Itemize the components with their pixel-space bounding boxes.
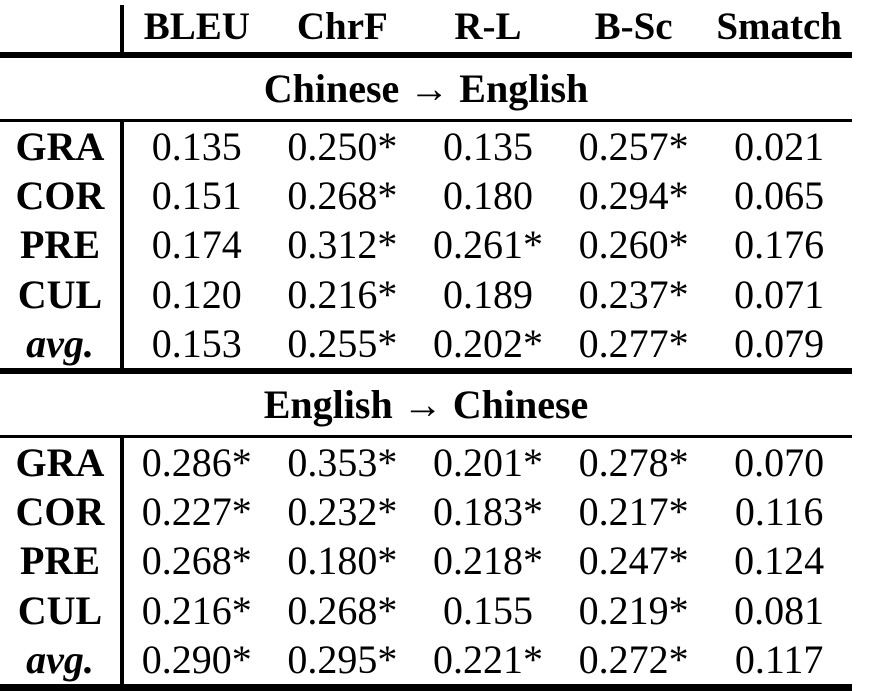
cell-rl: 0.218* xyxy=(432,538,543,584)
horizontal-rule-thick xyxy=(0,367,852,374)
horizontal-rule-thin xyxy=(0,434,852,438)
row-label: GRA xyxy=(0,437,124,488)
cell-bsc: 0.294* xyxy=(578,173,689,219)
cell-bsc: 0.272* xyxy=(578,636,689,682)
cell-bleu: 0.227* xyxy=(141,489,252,535)
cell-smatch: 0.070 xyxy=(734,440,825,486)
cell-smatch: 0.071 xyxy=(734,271,825,317)
cell-smatch: 0.079 xyxy=(734,320,825,366)
cell-rl: 0.261* xyxy=(432,222,543,268)
cell-bsc: 0.278* xyxy=(578,440,689,486)
cell-smatch: 0.117 xyxy=(734,636,824,682)
cell-bsc: 0.217* xyxy=(578,489,689,535)
cell-bleu: 0.135 xyxy=(151,124,242,170)
cell-smatch: 0.116 xyxy=(734,489,824,535)
cell-rl: 0.155 xyxy=(442,587,533,633)
table-row-cor: COR 0.227* 0.232* 0.183* 0.217* 0.116 xyxy=(0,487,852,537)
table-row-cul: CUL 0.120 0.216* 0.189 0.237* 0.071 xyxy=(0,269,852,319)
cell-chrf: 0.312* xyxy=(287,222,398,268)
cell-chrf: 0.232* xyxy=(287,489,398,535)
cell-bleu: 0.120 xyxy=(151,271,242,317)
table-row-cor: COR 0.151 0.268* 0.180 0.294* 0.065 xyxy=(0,171,852,221)
cell-rl: 0.135 xyxy=(442,124,533,170)
cell-smatch: 0.021 xyxy=(734,124,825,170)
table-row-pre: PRE 0.174 0.312* 0.261* 0.260* 0.176 xyxy=(0,220,852,270)
cell-bleu: 0.151 xyxy=(151,173,242,219)
table-row-avg: avg. 0.290* 0.295* 0.221* 0.272* 0.117 xyxy=(0,634,852,684)
cell-rl: 0.202* xyxy=(432,320,543,366)
cell-chrf: 0.353* xyxy=(287,440,398,486)
table-header-row: BLEU ChrF R-L B-Sc Smatch xyxy=(0,0,852,52)
cell-bsc: 0.247* xyxy=(578,538,689,584)
row-label: avg. xyxy=(0,318,124,368)
row-label: COR xyxy=(0,171,124,221)
column-header-bleu: BLEU xyxy=(143,4,250,48)
cell-rl: 0.183* xyxy=(432,489,543,535)
cell-bsc: 0.260* xyxy=(578,222,689,268)
cell-chrf: 0.216* xyxy=(287,271,398,317)
table-row-avg: avg. 0.153 0.255* 0.202* 0.277* 0.079 xyxy=(0,318,852,368)
cell-bleu: 0.216* xyxy=(141,587,252,633)
cell-bsc: 0.219* xyxy=(578,587,689,633)
cell-smatch: 0.124 xyxy=(734,538,825,584)
cell-rl: 0.221* xyxy=(432,636,543,682)
cell-chrf: 0.295* xyxy=(287,636,398,682)
cell-chrf: 0.255* xyxy=(287,320,398,366)
cell-rl: 0.189 xyxy=(442,271,533,317)
row-label: CUL xyxy=(0,585,124,635)
row-label: PRE xyxy=(0,220,124,270)
horizontal-rule-thin xyxy=(0,119,852,122)
row-label: PRE xyxy=(0,536,124,586)
cell-bleu: 0.174 xyxy=(151,222,242,268)
cell-chrf: 0.268* xyxy=(287,173,398,219)
cell-rl: 0.180 xyxy=(442,173,533,219)
cell-bsc: 0.277* xyxy=(578,320,689,366)
cell-bsc: 0.257* xyxy=(578,124,689,170)
row-label: GRA xyxy=(0,122,124,172)
column-header-rl: R-L xyxy=(454,4,522,48)
column-header-smatch: Smatch xyxy=(716,4,842,48)
cell-bleu: 0.286* xyxy=(141,440,252,486)
cell-chrf: 0.250* xyxy=(287,124,398,170)
row-label: CUL xyxy=(0,269,124,319)
cell-chrf: 0.180* xyxy=(287,538,398,584)
cell-bleu: 0.153 xyxy=(151,320,242,366)
column-header-bsc: B-Sc xyxy=(594,4,673,48)
table-row-gra: GRA 0.286* 0.353* 0.201* 0.278* 0.070 xyxy=(0,437,852,488)
table-row-pre: PRE 0.268* 0.180* 0.218* 0.247* 0.124 xyxy=(0,536,852,586)
section-title-en-zh: English → Chinese xyxy=(263,381,589,427)
section-title-zh-en: Chinese → English xyxy=(263,66,589,111)
corner-cell xyxy=(0,5,124,52)
cell-smatch: 0.176 xyxy=(734,222,825,268)
cell-bleu: 0.290* xyxy=(141,636,252,682)
cell-chrf: 0.268* xyxy=(287,587,398,633)
horizontal-rule-bottom xyxy=(0,683,852,691)
row-label: COR xyxy=(0,487,124,537)
cell-bsc: 0.237* xyxy=(578,271,689,317)
cell-bleu: 0.268* xyxy=(141,538,252,584)
table-row-gra: GRA 0.135 0.250* 0.135 0.257* 0.021 xyxy=(0,122,852,172)
row-label: avg. xyxy=(0,634,124,684)
cell-smatch: 0.065 xyxy=(734,173,825,219)
column-header-chrf: ChrF xyxy=(296,4,388,48)
cell-smatch: 0.081 xyxy=(734,587,825,633)
cell-rl: 0.201* xyxy=(432,440,543,486)
table-row-cul: CUL 0.216* 0.268* 0.155 0.219* 0.081 xyxy=(0,585,852,635)
horizontal-rule-thick xyxy=(0,52,852,58)
